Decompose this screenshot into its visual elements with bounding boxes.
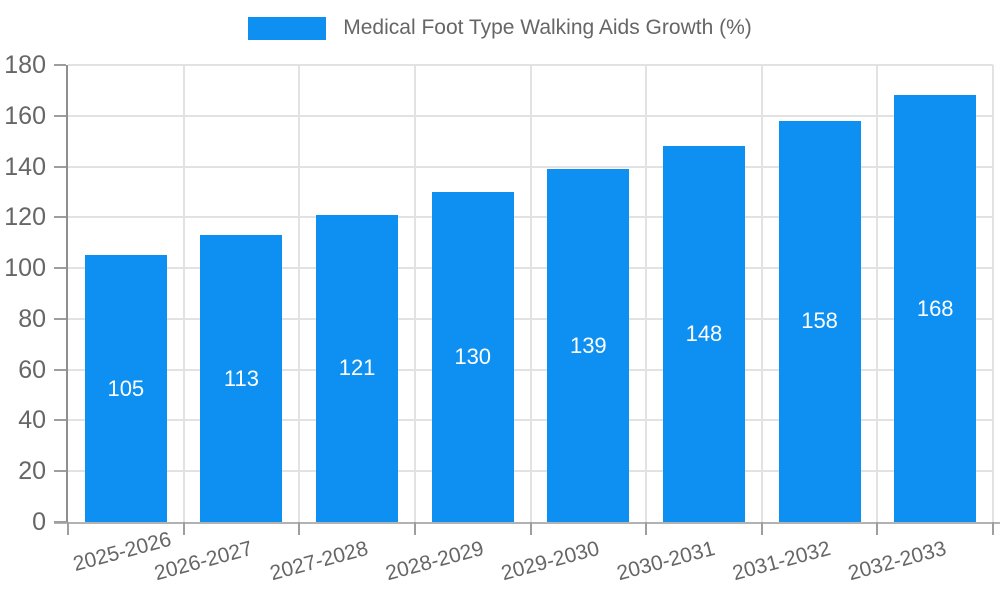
bar-value-label: 121 [338, 355, 376, 381]
plot-area: 0 20 40 60 80 100 120 140 160 180 105 113 121 130 139 1… [4, 51, 1000, 585]
x-axis-tick [182, 522, 185, 535]
x-axis-tick [645, 522, 648, 535]
v-gridline [298, 65, 301, 522]
bar-value-label: 148 [685, 321, 723, 347]
y-axis-tick [54, 216, 66, 219]
legend-swatch[interactable] [248, 16, 327, 40]
y-axis-tick [54, 521, 66, 523]
bar[interactable] [778, 120, 861, 522]
bar[interactable] [547, 169, 630, 522]
y-tick-label: 0 [32, 508, 46, 536]
bar[interactable] [894, 95, 977, 522]
bar[interactable] [431, 191, 514, 522]
y-axis-tick [54, 114, 66, 117]
x-axis-line [54, 522, 1000, 524]
v-gridline [992, 65, 994, 522]
x-axis-tick [760, 522, 763, 535]
y-axis-tick [54, 317, 66, 320]
y-tick-label: 160 [4, 101, 46, 130]
y-axis-tick [54, 470, 66, 473]
bar[interactable] [316, 214, 399, 522]
bar-value-label: 139 [569, 332, 607, 358]
v-gridline [876, 65, 879, 522]
y-tick-label: 140 [4, 152, 46, 181]
bar-value-label: 158 [801, 308, 838, 334]
x-axis-tick [992, 522, 994, 535]
legend[interactable]: Medical Foot Type Walking Aids Growth (%… [0, 12, 1000, 44]
bar[interactable] [662, 146, 745, 522]
bar-value-label: 130 [454, 343, 492, 369]
y-tick-label: 80 [18, 304, 46, 333]
bar-value-label: 105 [107, 375, 145, 401]
v-gridline [645, 65, 648, 522]
y-tick-label: 60 [18, 355, 46, 384]
v-gridline [760, 65, 763, 522]
x-axis-tick [529, 522, 532, 535]
legend-label: Medical Foot Type Walking Aids Growth (%… [343, 16, 752, 39]
x-axis-tick [67, 522, 69, 535]
y-tick-label: 120 [4, 203, 46, 232]
v-gridline [529, 65, 532, 522]
x-axis-tick [298, 522, 301, 535]
bar-value-label: 168 [916, 295, 954, 321]
bar[interactable] [84, 255, 167, 522]
y-axis-tick [54, 419, 66, 422]
y-tick-label: 20 [18, 457, 46, 486]
y-tick-label: 100 [4, 254, 46, 283]
y-axis-tick [54, 267, 66, 270]
y-tick-label: 180 [4, 51, 46, 79]
bar[interactable] [200, 235, 283, 522]
y-axis-line [66, 65, 68, 524]
x-axis-tick [876, 522, 879, 535]
y-axis-tick [54, 64, 66, 66]
v-gridline [182, 65, 185, 522]
y-axis-tick [54, 165, 66, 168]
y-axis-tick [54, 368, 66, 371]
bar-value-label: 113 [223, 365, 259, 391]
y-tick-label: 40 [18, 406, 46, 435]
v-gridline [413, 65, 416, 522]
x-axis-tick [413, 522, 416, 535]
